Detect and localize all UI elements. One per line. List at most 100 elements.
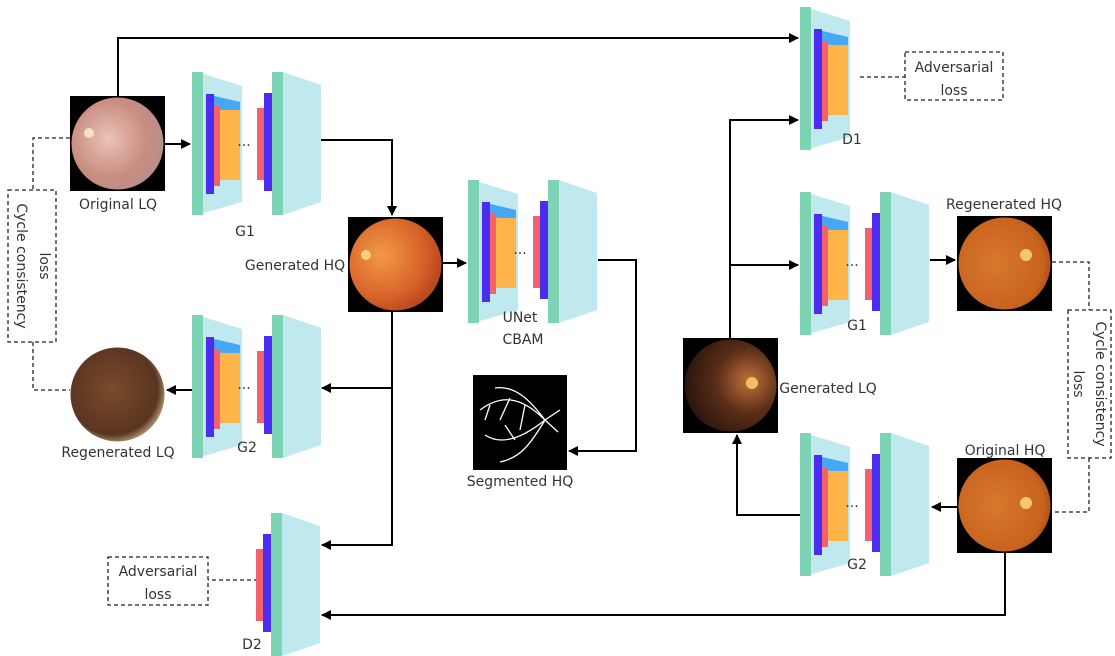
- fundus: [349, 218, 442, 311]
- layer: [828, 230, 848, 300]
- fundus: [958, 459, 1051, 552]
- disc: [1020, 497, 1032, 509]
- loss-box: [107, 556, 209, 606]
- networks: ...............: [192, 7, 929, 656]
- ellipsis: ...: [845, 495, 858, 511]
- labels: Original LQ Generated HQ Regenerated LQ …: [13, 60, 1108, 653]
- edge: [880, 433, 891, 576]
- layer: [872, 213, 880, 311]
- edge: [468, 180, 479, 323]
- disc: [746, 377, 758, 389]
- layer: [872, 454, 880, 552]
- layer: [822, 41, 828, 121]
- arrow: [321, 553, 1006, 620]
- layer: [482, 202, 490, 302]
- fundus: [958, 217, 1051, 310]
- disc: [1020, 249, 1032, 261]
- images: [70, 96, 1052, 553]
- layer: [865, 469, 872, 541]
- label: Adversarial: [119, 564, 198, 580]
- edge: [272, 72, 283, 215]
- ellipsis: ...: [845, 254, 858, 270]
- arrow: [729, 115, 799, 338]
- fundus: [70, 347, 165, 442]
- layer: [206, 337, 214, 437]
- dashed-link: [32, 137, 70, 190]
- label: Generated LQ: [779, 381, 877, 397]
- edge: [800, 433, 811, 576]
- dashed-link: [1052, 261, 1090, 310]
- image: [473, 375, 567, 470]
- dashed-link: [1052, 458, 1090, 513]
- panel: [891, 192, 929, 335]
- layer: [540, 201, 548, 299]
- dashed-links: [7, 51, 1112, 606]
- arrow: [732, 434, 800, 516]
- layer: [220, 353, 240, 423]
- label: loss: [36, 252, 52, 279]
- label: Segmented HQ: [467, 474, 574, 490]
- layer: [828, 471, 848, 541]
- label: loss: [1070, 370, 1086, 397]
- ellipsis: ...: [513, 242, 526, 258]
- label: UNet: [503, 310, 538, 326]
- edge: [192, 72, 203, 215]
- layer: [822, 467, 828, 547]
- ellipsis: ...: [237, 377, 250, 393]
- layer: [220, 110, 240, 180]
- dashed-link: [32, 342, 70, 391]
- panel: [559, 180, 597, 323]
- layer: [256, 549, 263, 621]
- edge: [548, 180, 559, 323]
- disc: [84, 128, 94, 138]
- label: G1: [235, 224, 255, 240]
- edge: [192, 315, 203, 458]
- edge: [880, 192, 891, 335]
- layer: [257, 108, 264, 180]
- loss-box: [7, 189, 57, 343]
- label: Regenerated HQ: [946, 197, 1062, 213]
- loss-box: [1067, 309, 1112, 459]
- layer: [214, 349, 220, 429]
- panel: [283, 72, 321, 215]
- arrows: [117, 33, 1006, 620]
- arrow: [117, 33, 799, 96]
- label: Cycle consistency: [1092, 321, 1108, 446]
- fundus: [71, 97, 164, 190]
- disc: [361, 250, 371, 260]
- layer: [490, 214, 496, 294]
- label: loss: [940, 83, 967, 99]
- fundus: [684, 339, 777, 432]
- arrow: [320, 139, 397, 216]
- arrow: [568, 259, 637, 456]
- layer: [257, 351, 264, 423]
- label: G1: [847, 318, 867, 334]
- label: D1: [842, 132, 862, 148]
- arrow: [321, 312, 393, 550]
- edge: [800, 192, 811, 335]
- layer: [263, 534, 271, 632]
- label: CBAM: [502, 332, 543, 348]
- label: Original LQ: [79, 197, 157, 213]
- label: Regenerated LQ: [61, 445, 174, 461]
- panel: [891, 433, 929, 576]
- label: loss: [144, 587, 171, 603]
- layer: [533, 216, 540, 288]
- layer: [814, 455, 822, 555]
- edge: [271, 513, 282, 656]
- loss-box: [904, 51, 1004, 101]
- edge: [800, 7, 811, 150]
- label: G2: [847, 557, 867, 573]
- ellipsis: ...: [237, 134, 250, 150]
- label: G2: [237, 440, 257, 456]
- label: Adversarial: [915, 60, 994, 76]
- label: Generated HQ: [245, 258, 345, 274]
- layer: [814, 29, 822, 129]
- panel: [282, 513, 320, 656]
- layer: [496, 218, 516, 288]
- layer: [214, 106, 220, 186]
- vessels: [479, 386, 561, 463]
- label: Cycle consistency: [13, 203, 29, 328]
- label: D2: [242, 637, 262, 653]
